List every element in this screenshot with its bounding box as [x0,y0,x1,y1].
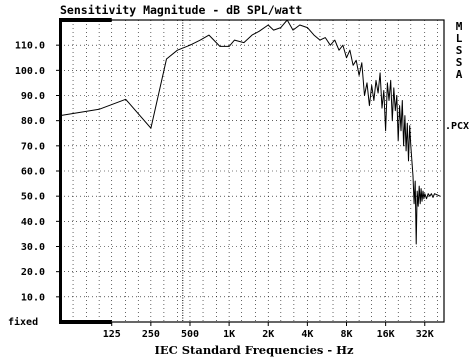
y-tick-label: 70.0 [21,141,45,152]
y-tick-label: 80.0 [21,116,45,127]
y-tick-label: 10.0 [21,292,45,303]
x-tick-label: 32K [416,329,434,340]
y-axis-bottom-label: fixed [8,316,38,328]
y-tick-label: 40.0 [21,217,45,228]
y-tick-label: 90.0 [21,91,45,102]
x-tick-label: 500 [181,329,199,340]
x-axis-label: IEC Standard Frequencies - Hz [154,343,354,357]
grid-lines [60,20,444,322]
side-letter: S [456,56,463,69]
x-tick-label: 4K [301,329,313,340]
side-letter: S [456,44,463,57]
y-tick-label: 100.0 [15,66,45,77]
x-tick-label: 250 [142,329,160,340]
x-tick-label: 16K [377,329,395,340]
file-extension-label: .PCX [445,121,469,132]
chart-title: Sensitivity Magnitude - dB SPL/watt [60,3,302,17]
x-tick-label: 125 [103,329,121,340]
x-tick-label: 8K [340,329,352,340]
side-letter: L [456,32,463,45]
y-tick-label: 60.0 [21,167,45,178]
side-letter: A [456,68,463,81]
y-tick-label: 50.0 [21,192,45,203]
y-tick-label: 30.0 [21,242,45,253]
x-axis-ticks: 125 250 500 1K 2K 4K 8K 16K 32K [103,322,434,340]
y-tick-label: 20.0 [21,267,45,278]
series-line [59,19,441,245]
side-letter: M [456,20,463,33]
x-tick-label: 2K [262,329,274,340]
y-axis-ticks: 110.0 100.0 90.0 80.0 70.0 60.0 50.0 40.0 30.0 20… [15,41,60,303]
series-layer [59,19,441,245]
y-tick-label: 110.0 [15,41,45,52]
x-tick-label: 1K [223,329,235,340]
